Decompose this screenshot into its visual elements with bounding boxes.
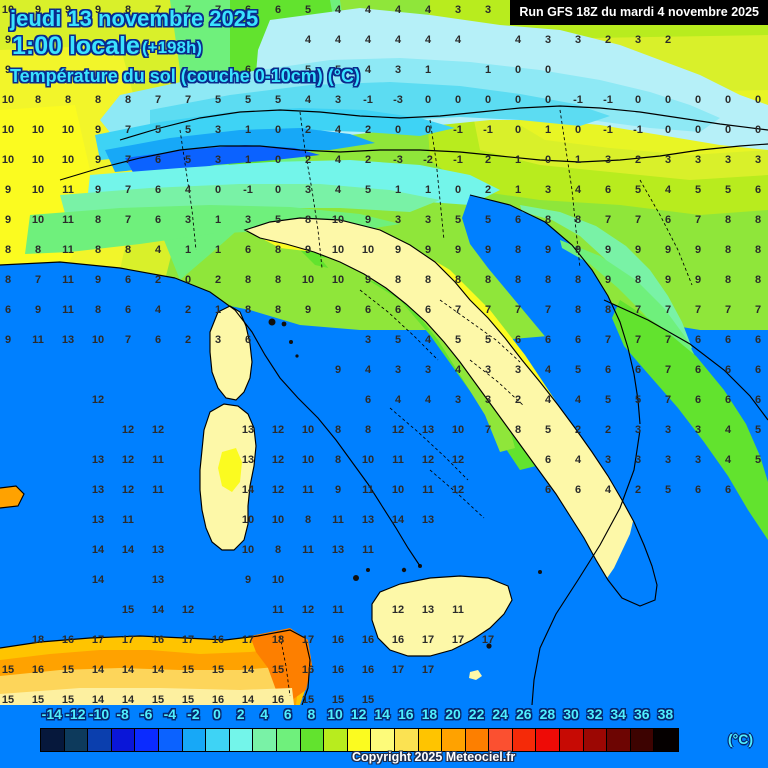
legend-swatch [88,729,112,751]
legend-tick: -10 [88,706,110,722]
legend-tick: 30 [563,706,579,722]
legend-swatch [206,729,230,751]
legend-swatch [394,729,419,751]
legend-tick: -12 [65,706,86,722]
legend-tick: -2 [187,706,200,722]
island-malta [469,670,482,680]
small-islands [268,318,542,649]
copyright-label: Copyright 2025 Meteociel.fr [352,750,516,764]
legend-tick: -14 [41,706,62,722]
legend-color-bar [40,728,680,752]
parameter-label: Température du sol (couche 0-10cm) (°C) [10,66,360,86]
legend-swatch [300,729,325,751]
model-run-label: Run GFS 18Z du mardi 4 novembre 2025 [519,5,759,19]
legend-tick: 4 [260,706,269,722]
legend-swatch [182,729,207,751]
legend-tick: -8 [116,706,129,722]
coastline-layer [0,105,768,705]
legend-swatch [489,729,513,751]
legend-tick: 28 [539,706,556,722]
legend-swatch [536,729,561,751]
legend-tick: 22 [468,706,485,722]
legend-swatch [654,729,679,751]
legend-tick: 32 [586,706,603,722]
legend-swatch [583,729,608,751]
legend-swatch [630,729,655,751]
map-graphic [0,0,768,705]
legend-tick: 10 [327,706,343,722]
forecast-time: 1:00 locale [12,32,140,60]
legend-tick: -4 [163,706,177,722]
forecast-date: jeudi 13 novembre 2025 [10,6,259,31]
legend-swatch [41,729,65,751]
legend-swatch [560,729,584,751]
legend-tick: 0 [213,706,221,722]
legend-tick-labels: -14 -12 -10 -8 -6 -4 -2 0 2 4 6 8 10 12 14 16 18 20 22 24 26… [0,706,768,726]
legend-swatch [418,729,443,751]
legend-swatch [64,729,89,751]
island-sardinia [200,404,256,550]
legend-swatch [442,729,466,751]
temperature-map[interactable]: 1099987776654444333422444449444444433232… [0,0,768,705]
legend-tick: 26 [516,706,532,722]
legend-unit-label: (°C) [728,731,754,747]
legend-tick: 38 [657,706,674,722]
legend-tick: 2 [236,706,245,722]
legend-tick: 8 [307,706,316,722]
legend-swatch [371,729,395,751]
legend-tick: 16 [398,706,414,722]
legend-swatch [135,729,159,751]
legend-tick: 36 [634,706,650,722]
legend-tick: -6 [139,706,153,722]
legend-tick: 6 [283,706,292,722]
legend-swatch [465,729,490,751]
legend-swatch [512,729,537,751]
forecast-lead-time: (+198h) [142,38,202,57]
legend-swatch [607,729,631,751]
balkan-coast [520,205,768,540]
legend-swatch [276,729,301,751]
island-corsica [210,306,252,400]
model-run-bar: Run GFS 18Z du mardi 4 novembre 2025 [510,0,768,25]
legend-tick: 14 [374,706,390,722]
legend-tick: 34 [610,706,626,722]
legend-swatch [158,729,183,751]
border-layer [179,109,693,697]
legend-tick: 12 [350,706,367,722]
legend-swatch [253,729,277,751]
legend-swatch [324,729,348,751]
legend-swatch [111,729,136,751]
legend-swatch [347,729,372,751]
north-africa [0,486,312,705]
legend-tick: 24 [492,706,508,722]
legend-tick: 18 [421,706,438,722]
legend-swatch [229,729,254,751]
legend-tick: 20 [445,706,461,722]
color-scale-legend: -14 -12 -10 -8 -6 -4 -2 0 2 4 6 8 10 12 14 16 18 20 22 24 26… [0,705,768,768]
